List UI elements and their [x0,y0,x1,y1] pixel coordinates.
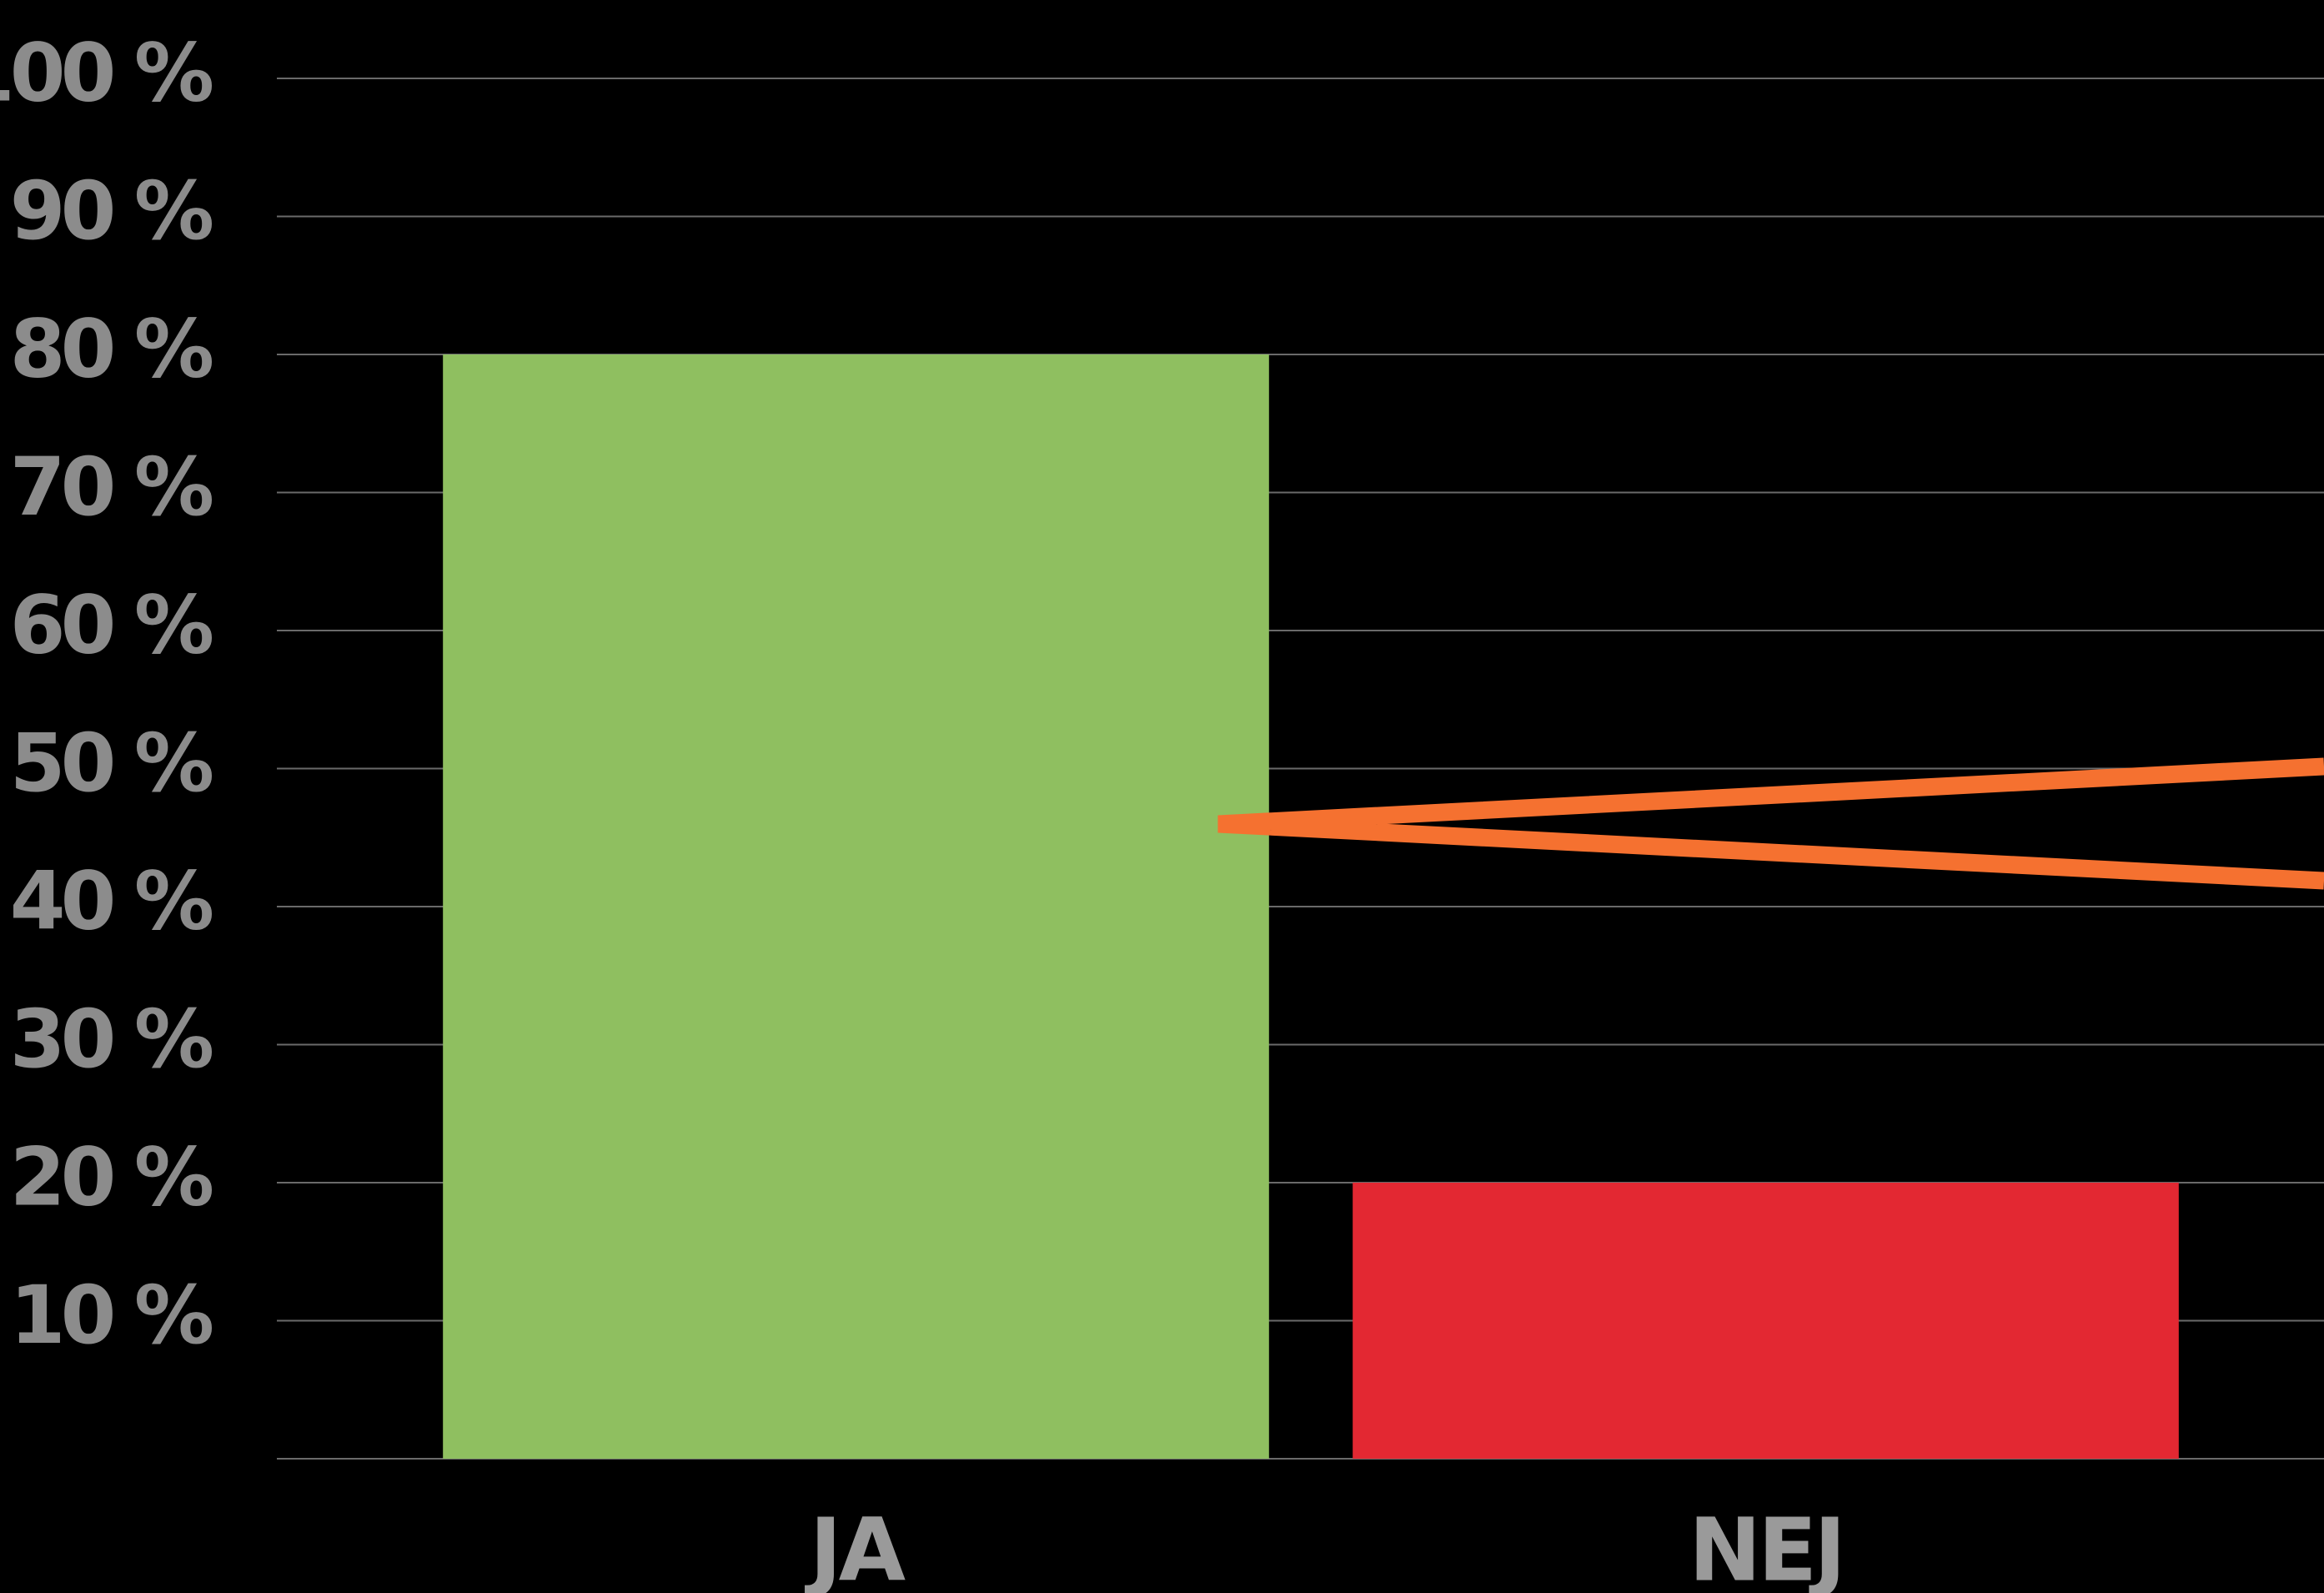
y-tick-label: 60 % [10,578,213,671]
x-tick-label: NEJ [1689,1499,1843,1593]
y-tick-label: 30 % [10,992,213,1086]
x-tick-label: JA [805,1499,906,1593]
y-tick-label: 50 % [10,716,213,810]
y-tick-label: 40 % [10,854,213,947]
y-tick-label: 20 % [10,1130,213,1224]
y-tick-label: 90 % [10,164,213,258]
y-tick-label: 70 % [10,440,213,534]
bar [443,354,1269,1459]
y-tick-label: 10 % [10,1269,213,1362]
y-tick-label: 80 % [10,302,213,395]
bar [1353,1183,2179,1459]
y-tick-label: 100 % [0,26,213,119]
callout-pointer [1217,757,2324,890]
